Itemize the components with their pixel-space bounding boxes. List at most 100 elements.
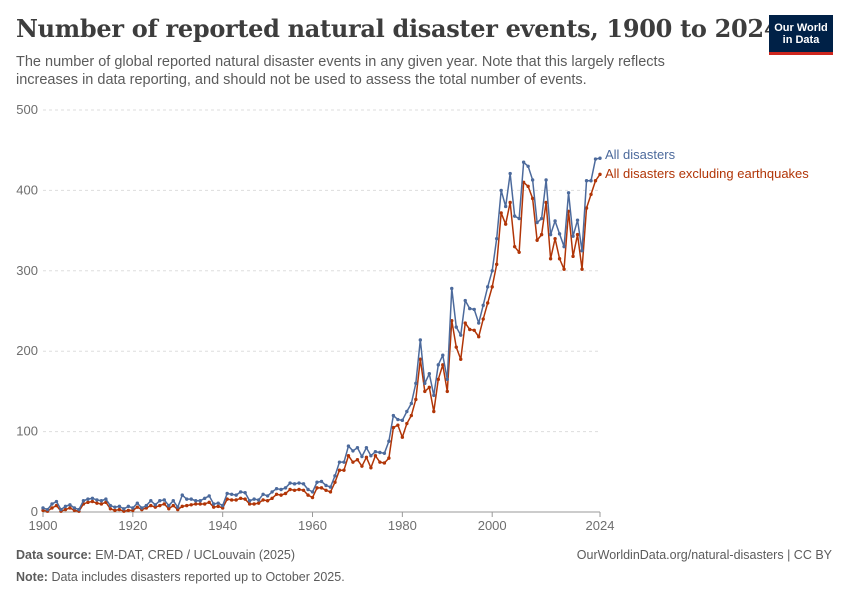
data-point [373, 454, 378, 458]
data-point [324, 488, 328, 492]
data-point [512, 214, 517, 218]
data-point [378, 450, 382, 455]
data-point [580, 249, 584, 253]
data-point [369, 466, 373, 470]
note-text: Data includes disasters reported up to O… [51, 570, 345, 584]
data-point [315, 486, 319, 490]
data-point [149, 503, 153, 508]
data-point [468, 306, 472, 311]
x-tick-label: 2024 [586, 518, 615, 533]
data-point [382, 461, 387, 465]
data-point [315, 480, 319, 484]
data-point [445, 377, 449, 382]
data-point [211, 502, 216, 506]
data-point [229, 498, 234, 502]
data-point [72, 508, 77, 513]
data-point [189, 503, 193, 507]
data-point [521, 160, 526, 164]
data-point [436, 363, 440, 367]
data-point [234, 493, 238, 497]
data-point [99, 499, 104, 503]
x-tick-label: 2000 [478, 518, 507, 533]
data-point [598, 156, 602, 160]
source-url[interactable]: OurWorldinData.org/natural-disasters | C… [576, 548, 832, 562]
data-point [306, 493, 310, 497]
data-point [400, 435, 405, 439]
source-text[interactable]: EM-DAT, CRED / UCLouvain (2025) [95, 548, 296, 562]
data-point [225, 491, 229, 496]
data-point [463, 321, 467, 325]
data-point [328, 490, 333, 494]
data-point [432, 393, 436, 398]
data-point [373, 450, 378, 454]
data-point [68, 506, 72, 510]
data-point [441, 363, 445, 367]
data-point [477, 335, 481, 339]
data-point [63, 504, 68, 509]
data-point [571, 234, 575, 238]
data-point [140, 506, 144, 510]
data-point [423, 381, 427, 386]
data-point [557, 257, 562, 261]
data-point [252, 502, 256, 506]
series-line-all-disasters [42, 157, 601, 511]
data-point [566, 191, 571, 195]
data-point [544, 200, 548, 205]
data-point [194, 502, 198, 506]
data-point [427, 385, 432, 390]
data-point [418, 357, 423, 361]
data-point [503, 204, 508, 209]
data-point [301, 488, 306, 492]
data-point [108, 507, 113, 511]
data-point [77, 507, 81, 512]
x-tick-label: 1920 [118, 518, 147, 533]
data-point [144, 503, 149, 508]
data-point [486, 301, 490, 305]
data-point [306, 487, 310, 492]
data-point [477, 321, 481, 325]
data-point [153, 503, 157, 507]
data-point [104, 497, 108, 501]
chart-title: Number of reported natural disaster even… [16, 14, 781, 43]
data-point [176, 507, 180, 512]
data-point [247, 499, 252, 503]
data-point [122, 507, 126, 511]
data-point [481, 303, 485, 308]
data-point [270, 490, 274, 494]
data-point [351, 449, 355, 453]
logo-line-2: in Data [782, 33, 820, 46]
data-point [50, 502, 54, 506]
owid-logo[interactable]: Our World in Data [769, 15, 833, 55]
data-point [553, 236, 557, 241]
data-point [526, 164, 530, 168]
data-point [180, 504, 184, 509]
data-point [158, 499, 162, 503]
data-point [113, 508, 117, 513]
data-point [346, 454, 351, 458]
data-point [117, 507, 122, 512]
data-point [68, 503, 72, 507]
data-point [243, 497, 247, 501]
data-point [41, 508, 45, 513]
data-point [472, 307, 476, 312]
data-point [167, 503, 171, 508]
data-point [328, 485, 333, 489]
data-point [207, 500, 211, 505]
data-point [333, 480, 337, 484]
data-point [283, 486, 288, 490]
data-point [297, 487, 301, 492]
data-point [319, 479, 324, 484]
data-point [369, 454, 373, 458]
data-point [292, 482, 297, 486]
data-point [427, 372, 432, 376]
data-point [216, 504, 220, 509]
data-point [557, 232, 562, 236]
data-point [301, 482, 306, 486]
footer-source-row: Data source: EM-DAT, CRED / UCLouvain (2… [16, 548, 832, 562]
data-point [562, 267, 566, 271]
data-point [490, 285, 494, 289]
data-point [562, 244, 566, 249]
data-point [580, 267, 584, 271]
data-point [355, 445, 360, 450]
data-point [355, 458, 360, 462]
